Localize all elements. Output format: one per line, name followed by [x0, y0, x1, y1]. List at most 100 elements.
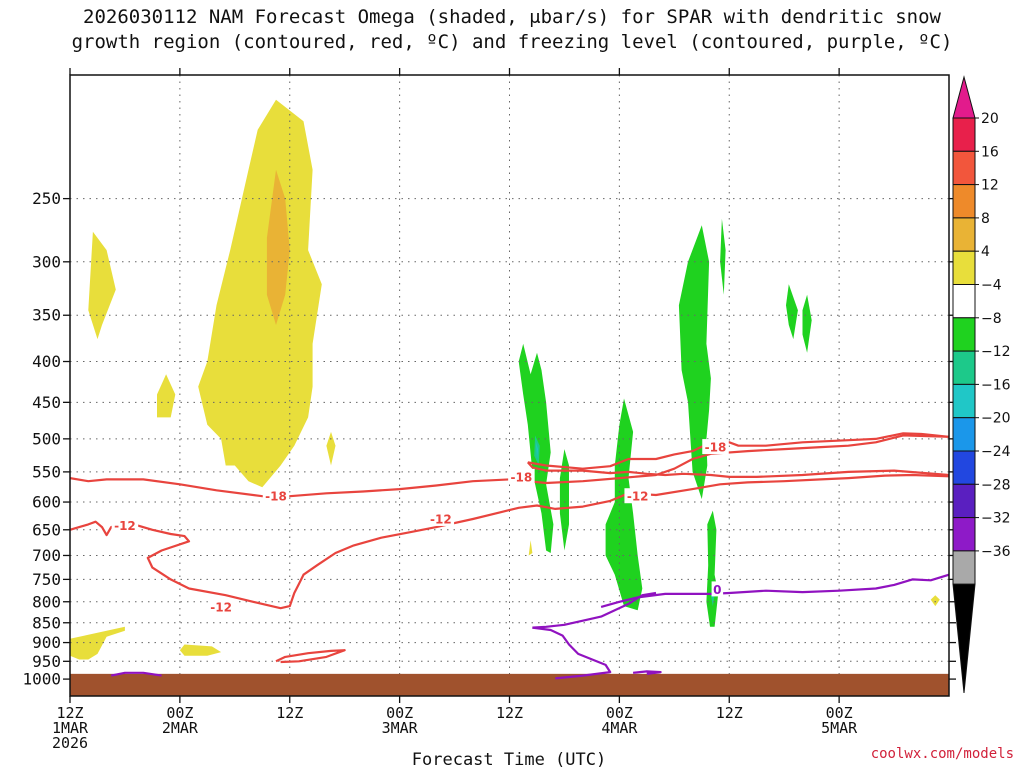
colorbar-segment-3 [952, 217, 976, 252]
colorbar-segment-4 [952, 250, 976, 285]
omega-region-2 [88, 231, 116, 340]
x-tick-label-24-0: 12Z [276, 704, 303, 722]
colorbar-label-2: 12 [981, 178, 999, 194]
x-tick-label-0-1: 1MAR [52, 719, 89, 737]
chart-title-line-1: 2026030112 NAM Forecast Omega (shaded, μ… [83, 6, 941, 28]
colorbar-label-8: −16 [981, 377, 1011, 393]
colorbar: 20 16 12 8 4 −4 −8 −12 −16 −20 −24 −28 −32 −36 [952, 75, 1011, 694]
omega-region-8 [528, 540, 533, 556]
dgz-label-3-bg [111, 517, 139, 533]
y-tick-label-650: 650 [32, 520, 61, 539]
x-tick-label-36-0: 00Z [386, 704, 413, 722]
colorbar-label-11: −28 [981, 477, 1011, 493]
credit-text: coolwx.com/models [871, 746, 1014, 762]
terrain [70, 673, 949, 696]
colorbar-segment-2 [952, 184, 976, 219]
colorbar-segment-6 [952, 317, 976, 352]
y-tick-label-400: 400 [32, 352, 61, 371]
x-tick-label-48-0: 12Z [496, 704, 523, 722]
dgz-label-6-bg [624, 488, 651, 504]
omega-region-5 [70, 626, 125, 660]
dgz-label-6: -12 [627, 490, 649, 504]
contours: -18 -18 -18 -12 -12 -12 -12 0 [70, 432, 949, 680]
terrain-fill [70, 673, 949, 696]
x-tick-label-84-0: 00Z [826, 704, 853, 722]
y-tick-label-300: 300 [32, 252, 61, 271]
y-tick-label-1000: 1000 [22, 670, 61, 689]
colorbar-label-3: 8 [981, 211, 990, 227]
y-tick-label-900: 900 [32, 633, 61, 652]
colorbar-segment-9 [952, 417, 976, 452]
dgz-label-1: -18 [511, 470, 533, 484]
colorbar-label-0: 20 [981, 111, 999, 127]
x-tick-label-72-0: 12Z [716, 704, 743, 722]
x-tick-label-0-2: 2026 [52, 734, 88, 752]
omega-region-0 [198, 99, 322, 488]
y-tick-label-450: 450 [32, 393, 61, 412]
y-tick-label-600: 600 [32, 493, 61, 512]
omega-region-10 [559, 449, 569, 551]
dgz-contour-4 [275, 649, 346, 664]
omega-region-16 [802, 294, 812, 353]
colorbar-label-10: −24 [981, 444, 1011, 460]
y-tick-label-250: 250 [32, 189, 61, 208]
x-axis-label: Forecast Time (UTC) [412, 750, 606, 768]
omega-region-1 [266, 169, 290, 325]
colorbar-label-13: −36 [981, 544, 1011, 560]
x-tick-label-36-1: 3MAR [382, 719, 419, 737]
colorbar-segment-10 [952, 450, 976, 485]
colorbar-segment-5 [952, 284, 976, 319]
omega-shading [70, 99, 940, 660]
chart-title-line-2: growth region (contoured, red, ºC) and f… [71, 31, 953, 53]
dgz-label-5-bg [427, 510, 455, 526]
omega-region-13 [720, 218, 726, 295]
colorbar-label-6: −8 [981, 311, 1002, 327]
freezing-contour-1 [532, 591, 657, 629]
omega-region-6 [179, 644, 222, 656]
dgz-label-1-bg [508, 468, 535, 484]
x-tick-label-12-0: 00Z [166, 704, 193, 722]
dgz-label-2-bg [702, 439, 729, 455]
x-tick-label-0-0: 12Z [56, 704, 83, 722]
colorbar-label-12: −32 [981, 511, 1011, 527]
dgz-label-4: -12 [210, 600, 232, 614]
freezing-label-0: 0 [713, 583, 721, 597]
colorbar-segment-12 [952, 517, 976, 552]
omega-region-19 [536, 442, 538, 459]
y-tick-label-850: 850 [32, 613, 61, 632]
x-tick-label-60-1: 4MAR [601, 719, 638, 737]
y-tick-label-950: 950 [32, 652, 61, 671]
colorbar-over-triangle [952, 75, 976, 119]
y-axis: 2503003504004505005506006507007508008509… [22, 189, 956, 689]
dgz-label-2: -18 [705, 441, 727, 455]
colorbar-segment-0 [952, 117, 976, 152]
freezing-contour-3 [110, 671, 162, 677]
y-tick-label-800: 800 [32, 592, 61, 611]
y-tick-label-750: 750 [32, 570, 61, 589]
dgz-label-3: -12 [114, 519, 136, 533]
dgz-label-0-bg [262, 488, 290, 504]
omega-region-12 [678, 225, 711, 500]
omega-region-14 [706, 510, 719, 627]
colorbar-label-9: −20 [981, 411, 1011, 427]
dgz-contour-2 [526, 461, 949, 478]
dgz-label-4-bg [207, 598, 235, 614]
y-tick-label-700: 700 [32, 546, 61, 565]
y-tick-label-500: 500 [32, 429, 61, 448]
x-tick-label-84-1: 5MAR [821, 719, 858, 737]
colorbar-label-7: −12 [981, 344, 1011, 360]
colorbar-label-5: −4 [981, 278, 1002, 294]
colorbar-segment-7 [952, 350, 976, 385]
colorbar-segment-1 [952, 150, 976, 186]
x-tick-label-12-1: 2MAR [162, 719, 199, 737]
colorbar-segment-13 [952, 550, 976, 585]
colorbar-segment-11 [952, 483, 976, 519]
y-tick-label-350: 350 [32, 306, 61, 325]
freezing-label-0-bg [711, 581, 724, 597]
freezing-contour-2 [532, 626, 612, 680]
omega-region-11 [605, 398, 643, 611]
freezing-contour-0 [600, 573, 949, 608]
